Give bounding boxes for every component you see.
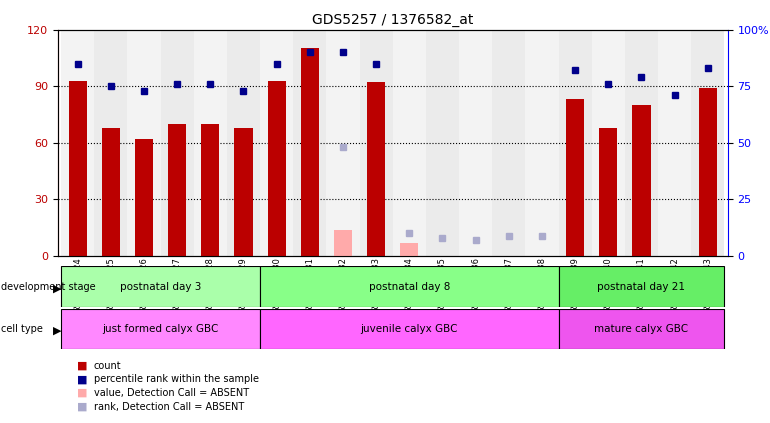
Bar (168, 124, 186, 256)
Text: postnatal day 3: postnatal day 3 (120, 282, 201, 291)
Text: mature calyx GBC: mature calyx GBC (594, 324, 688, 334)
Bar (334, 230, 352, 256)
Bar (61, 266, 260, 307)
Text: cell type: cell type (1, 324, 42, 334)
Bar (61, 30, 94, 256)
Bar (367, 82, 385, 256)
Bar (227, 30, 260, 256)
Bar (61, 309, 260, 349)
Bar (234, 128, 253, 256)
Bar (658, 30, 691, 256)
Text: ■: ■ (77, 361, 88, 371)
Text: value, Detection Call = ABSENT: value, Detection Call = ABSENT (94, 388, 249, 398)
Text: rank, Detection Call = ABSENT: rank, Detection Call = ABSENT (94, 401, 244, 412)
Bar (691, 30, 725, 256)
Bar (566, 99, 584, 256)
Bar (558, 30, 591, 256)
Bar (260, 30, 293, 256)
Text: percentile rank within the sample: percentile rank within the sample (94, 374, 259, 385)
Bar (632, 105, 651, 256)
Text: ■: ■ (77, 388, 88, 398)
Bar (492, 30, 525, 256)
Bar (558, 266, 725, 307)
Text: ▶: ▶ (53, 284, 62, 294)
Bar (393, 30, 426, 256)
Bar (459, 30, 492, 256)
Bar (293, 30, 326, 256)
Text: juvenile calyx GBC: juvenile calyx GBC (360, 324, 458, 334)
Text: ▶: ▶ (53, 326, 62, 336)
Bar (326, 30, 360, 256)
Bar (591, 30, 624, 256)
Text: development stage: development stage (1, 282, 95, 291)
Bar (102, 128, 120, 256)
Bar (127, 30, 161, 256)
Text: ■: ■ (77, 401, 88, 412)
Bar (161, 30, 194, 256)
Bar (599, 128, 618, 256)
Bar (135, 139, 153, 256)
Bar (194, 30, 227, 256)
Bar (69, 80, 87, 256)
Text: just formed calyx GBC: just formed calyx GBC (102, 324, 219, 334)
Bar (94, 30, 127, 256)
Bar (698, 88, 717, 256)
Bar (360, 30, 393, 256)
Bar (300, 49, 319, 256)
Bar (426, 30, 459, 256)
Bar (400, 243, 418, 256)
Bar (558, 309, 725, 349)
Text: ■: ■ (77, 374, 88, 385)
Bar (525, 30, 558, 256)
Bar (201, 124, 219, 256)
Bar (624, 30, 658, 256)
Bar (260, 309, 558, 349)
Title: GDS5257 / 1376582_at: GDS5257 / 1376582_at (312, 13, 474, 27)
Text: postnatal day 21: postnatal day 21 (598, 282, 685, 291)
Bar (260, 266, 558, 307)
Text: count: count (94, 361, 122, 371)
Bar (267, 80, 286, 256)
Text: postnatal day 8: postnatal day 8 (369, 282, 450, 291)
